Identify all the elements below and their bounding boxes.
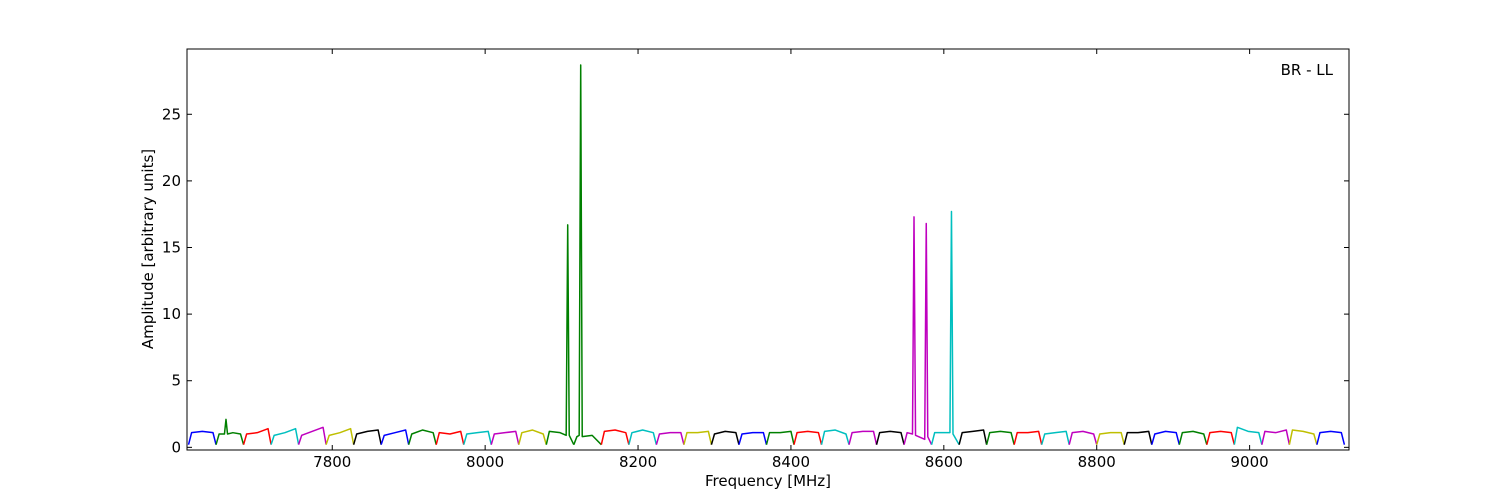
y-tick-label: 20 (162, 172, 181, 190)
annotation: BR - LL (1281, 61, 1334, 79)
y-tick-label: 0 (171, 438, 181, 456)
spectrum-line (1095, 431, 1125, 445)
y-tick-label: 5 (171, 372, 181, 390)
x-tick-label: 8800 (1078, 453, 1116, 471)
y-axis-label: Amplitude [arbitrary units] (139, 149, 157, 349)
spectrum-line (1316, 430, 1346, 445)
spectrum-line (765, 430, 795, 445)
spectrum-line (573, 64, 602, 446)
spectrum-line (600, 429, 630, 445)
spectrum-line (352, 429, 382, 445)
spectrum-line (545, 224, 575, 446)
spectrum-line (435, 430, 465, 445)
x-tick-label: 8400 (772, 453, 810, 471)
spectrum-line (848, 430, 878, 445)
spectrum-line (930, 210, 960, 446)
spectrum-line (655, 431, 685, 445)
spectrum-line (380, 429, 410, 445)
spectrum-line (325, 427, 355, 445)
x-tick-label: 8000 (466, 453, 504, 471)
spectrum-line (242, 427, 272, 445)
x-tick-label: 9000 (1231, 453, 1269, 471)
spectrum-line (463, 430, 492, 445)
spectrum-line (490, 430, 520, 445)
spectrum-line (738, 431, 768, 445)
spectrum-line (793, 430, 823, 445)
spectrum-line (683, 430, 713, 445)
y-tick-label: 15 (162, 239, 181, 257)
x-tick-label: 8600 (925, 453, 963, 471)
spectrum-line (1261, 429, 1291, 445)
spectrum-line (1206, 430, 1236, 445)
spectrum-line (407, 429, 437, 445)
spectrum-line (820, 429, 850, 445)
spectrum-line (1288, 429, 1318, 445)
spectrum-line (903, 216, 933, 445)
spectrum-line (215, 418, 245, 445)
spectrum-line (958, 429, 988, 445)
spectrum-line (1233, 426, 1263, 445)
spectrum-line (1068, 430, 1098, 445)
x-tick-label: 8200 (619, 453, 657, 471)
spectrum-line (297, 426, 327, 445)
spectrum-line (1151, 430, 1181, 445)
spectrum-line (710, 430, 740, 445)
spectrum-line (270, 427, 300, 445)
y-tick-label: 25 (162, 105, 181, 123)
spectrum-line (518, 429, 548, 445)
plot-frame (186, 48, 1350, 451)
spectrum-line (1040, 430, 1070, 445)
spectrum-line (985, 430, 1015, 445)
spectrum-line (1013, 430, 1043, 445)
x-axis-label: Frequency [MHz] (705, 472, 831, 490)
x-tick-label: 7800 (313, 453, 351, 471)
spectrum-line (1178, 430, 1208, 445)
spectrum-line (628, 429, 658, 445)
spectrum-line (875, 430, 905, 445)
y-tick-label: 10 (162, 305, 181, 323)
plot-lines (187, 64, 1346, 446)
spectrum-line (187, 430, 217, 445)
spectrum-line (1123, 430, 1153, 445)
